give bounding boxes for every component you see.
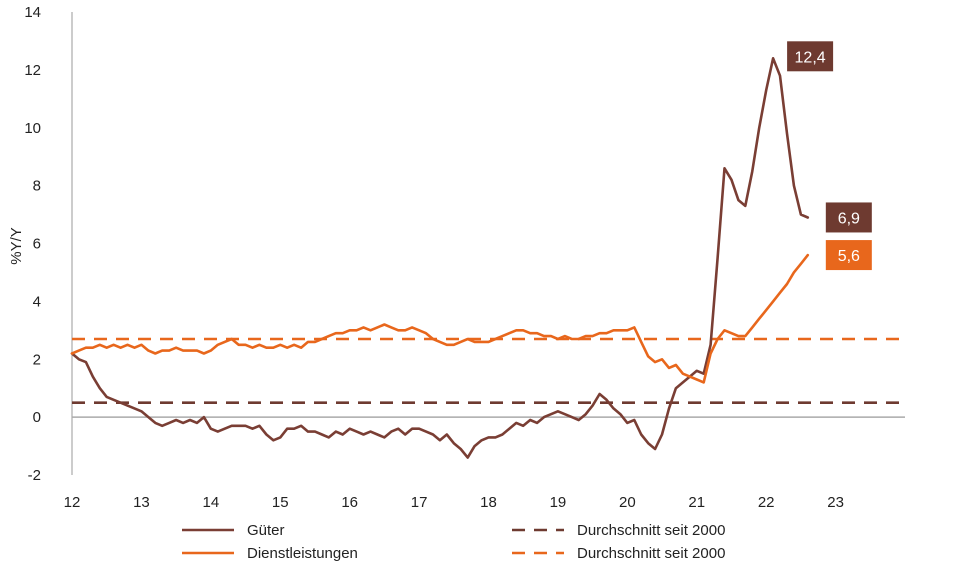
legend-label: Güter bbox=[247, 522, 285, 539]
x-axis-ticks: 12 13 14 15 16 17 18 19 20 21 22 23 bbox=[64, 494, 844, 511]
y-tick-label: 12 bbox=[24, 62, 41, 79]
reference-lines bbox=[72, 337, 905, 404]
callout-label: 5,6 bbox=[838, 248, 860, 265]
legend-label: Durchschnitt seit 2000 bbox=[577, 545, 725, 562]
legend: Güter Durchschnitt seit 2000 Dienstleistun… bbox=[182, 522, 725, 562]
x-tick-label: 19 bbox=[550, 494, 567, 511]
x-tick-label: 17 bbox=[411, 494, 428, 511]
legend-label: Durchschnitt seit 2000 bbox=[577, 522, 725, 539]
x-tick-label: 23 bbox=[827, 494, 844, 511]
x-tick-label: 13 bbox=[133, 494, 150, 511]
y-tick-label: 6 bbox=[33, 236, 41, 253]
y-tick-label: -2 bbox=[28, 467, 41, 484]
value-callouts: 12,4 6,9 5,6 bbox=[787, 41, 872, 271]
y-tick-label: 0 bbox=[33, 409, 41, 426]
x-tick-label: 22 bbox=[758, 494, 775, 511]
y-tick-label: 2 bbox=[33, 351, 41, 368]
legend-label: Dienstleistungen bbox=[247, 545, 358, 562]
x-tick-label: 15 bbox=[272, 494, 289, 511]
callout-label: 6,9 bbox=[838, 210, 860, 227]
callout-box bbox=[825, 240, 872, 271]
y-axis-label: %Y/Y bbox=[8, 227, 25, 265]
y-tick-label: 14 bbox=[24, 4, 41, 21]
callout-label: 12,4 bbox=[795, 49, 826, 66]
series-lines bbox=[70, 57, 810, 459]
series-line-1 bbox=[70, 253, 810, 384]
x-tick-label: 16 bbox=[341, 494, 358, 511]
series-line-0 bbox=[70, 57, 810, 459]
x-tick-label: 21 bbox=[688, 494, 705, 511]
callout-box bbox=[787, 41, 834, 72]
x-tick-label: 18 bbox=[480, 494, 497, 511]
y-tick-label: 10 bbox=[24, 120, 41, 137]
y-axis-ticks: -2 0 2 4 6 8 10 12 14 bbox=[24, 4, 41, 484]
y-tick-label: 8 bbox=[33, 178, 41, 195]
x-tick-label: 20 bbox=[619, 494, 636, 511]
x-tick-label: 12 bbox=[64, 494, 81, 511]
callout-box bbox=[825, 202, 872, 233]
y-tick-label: 4 bbox=[33, 293, 41, 310]
x-tick-label: 14 bbox=[202, 494, 219, 511]
